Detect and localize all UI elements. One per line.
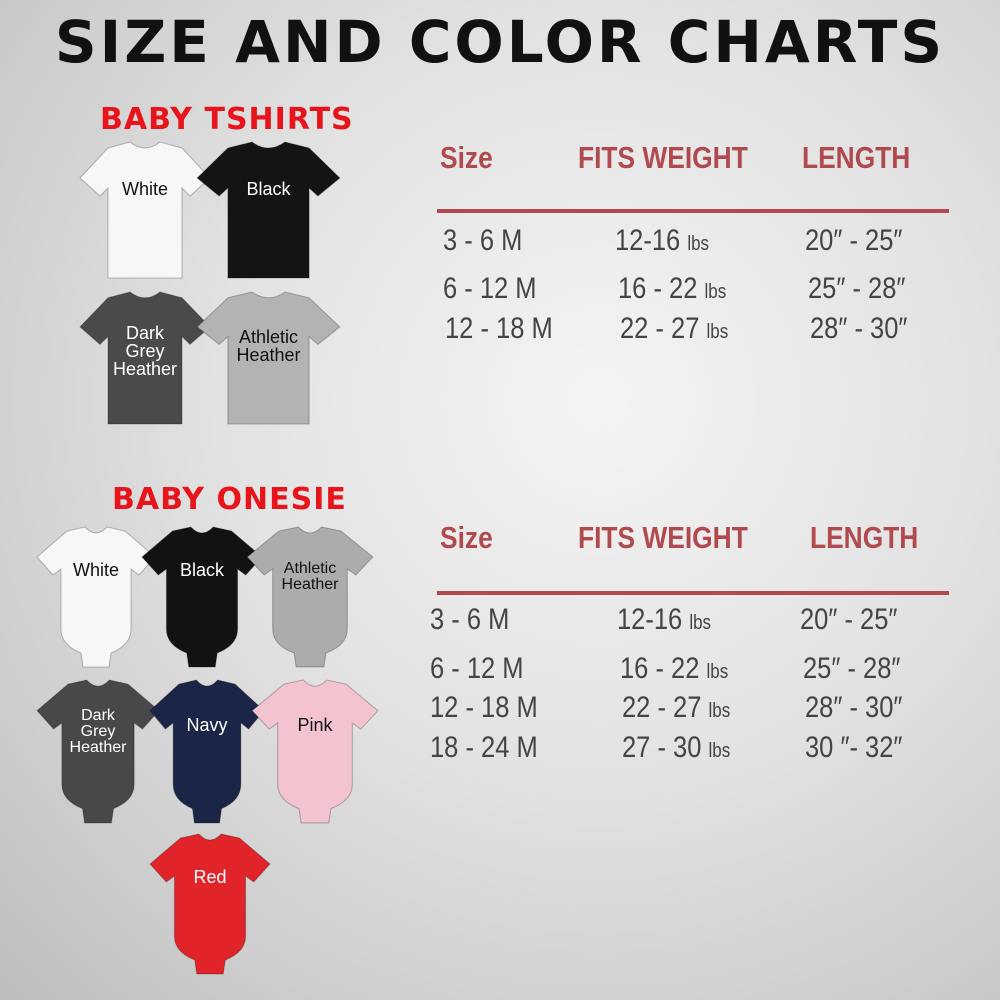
garment-label: Red xyxy=(193,867,227,887)
garment-label: Dark Grey Heather xyxy=(69,707,127,756)
weight-unit: lbs xyxy=(706,321,729,343)
table-cell-size: 12 - 18 M xyxy=(430,691,538,725)
table-cell-length: 28″ - 30″ xyxy=(810,312,907,346)
table-cell-size: 18 - 24 M xyxy=(430,731,538,765)
tshirt-white: White xyxy=(78,140,212,280)
length-value: 28″ - 30″ xyxy=(810,312,908,345)
size-value: 6 - 12 M xyxy=(443,272,537,305)
onesie-red: Red xyxy=(148,832,272,977)
garment-shape xyxy=(36,679,160,824)
garment-shape xyxy=(79,291,211,425)
onesie-header-length: LENGTH xyxy=(810,520,919,555)
table-cell-length: 20″ - 25″ xyxy=(800,603,897,637)
size-value: 6 - 12 M xyxy=(430,652,524,685)
onesie-white: White xyxy=(35,525,157,670)
garment-shape xyxy=(149,833,271,975)
garment-shape xyxy=(36,526,156,668)
table-cell-length: 25″ - 28″ xyxy=(808,272,905,306)
garment-shape xyxy=(196,291,341,425)
page-title: SIZE AND COLOR CHARTS xyxy=(54,8,946,76)
weight-value: 12-16 xyxy=(615,224,681,257)
table-cell-weight: 16 - 22 lbs xyxy=(620,652,728,686)
weight-value: 22 - 27 xyxy=(622,691,702,724)
table-cell-size: 6 - 12 M xyxy=(443,272,537,306)
size-value: 3 - 6 M xyxy=(443,224,523,257)
weight-unit: lbs xyxy=(708,740,731,762)
tshirt-athletic-heather: Athletic Heather xyxy=(195,290,342,426)
weight-unit: lbs xyxy=(689,612,712,634)
table-cell-weight: 16 - 22 lbs xyxy=(618,272,726,306)
onesie-table-divider xyxy=(437,591,949,595)
tshirt-black: Black xyxy=(195,140,342,280)
onesie-pink: Pink xyxy=(250,678,380,826)
onesie-header-size: Size xyxy=(440,520,493,555)
tshirt-header-size: Size xyxy=(440,140,493,175)
garment-shape xyxy=(251,679,379,824)
tshirt-header-weight: FITS WEIGHT xyxy=(578,140,748,175)
garment-label: Pink xyxy=(297,715,333,735)
table-cell-size: 6 - 12 M xyxy=(430,652,524,686)
weight-value: 16 - 22 xyxy=(620,652,700,685)
size-value: 18 - 24 M xyxy=(430,731,538,764)
onesie-navy: Navy xyxy=(148,678,266,826)
table-cell-weight: 12-16 lbs xyxy=(617,603,711,637)
garment-label: Navy xyxy=(186,715,228,735)
weight-value: 27 - 30 xyxy=(622,731,702,764)
garment-label: Black xyxy=(246,179,291,199)
weight-unit: lbs xyxy=(687,233,710,255)
table-cell-length: 30 ″- 32″ xyxy=(805,731,902,765)
weight-unit: lbs xyxy=(706,661,729,683)
table-cell-weight: 27 - 30 lbs xyxy=(622,731,730,765)
length-value: 20″ - 25″ xyxy=(800,603,898,636)
onesie-dark-grey-heather: Dark Grey Heather xyxy=(35,678,161,826)
tshirt-table-divider xyxy=(437,209,949,213)
weight-unit: lbs xyxy=(708,700,731,722)
size-value: 12 - 18 M xyxy=(445,312,553,345)
garment-shape xyxy=(79,141,211,279)
tshirt-dark-grey-heather: Dark Grey Heather xyxy=(78,290,212,426)
garment-shape xyxy=(196,141,341,279)
table-cell-size: 3 - 6 M xyxy=(443,224,522,258)
garment-label: Athletic Heather xyxy=(281,560,339,593)
table-cell-length: 20″ - 25″ xyxy=(805,224,902,258)
table-cell-length: 25″ - 28″ xyxy=(803,652,900,686)
weight-value: 22 - 27 xyxy=(620,312,700,345)
length-value: 25″ - 28″ xyxy=(803,652,901,685)
length-value: 28″ - 30″ xyxy=(805,691,903,724)
weight-unit: lbs xyxy=(704,281,727,303)
tshirts-heading: BABY TSHIRTS xyxy=(100,102,354,137)
length-value: 30 ″- 32″ xyxy=(805,731,903,764)
table-cell-weight: 22 - 27 lbs xyxy=(620,312,728,346)
garment-shape xyxy=(246,526,374,668)
tshirt-header-length: LENGTH xyxy=(802,140,911,175)
garment-label: Athletic Heather xyxy=(236,327,301,365)
garment-label: Black xyxy=(179,560,224,580)
table-cell-length: 28″ - 30″ xyxy=(805,691,902,725)
length-value: 25″ - 28″ xyxy=(808,272,906,305)
garment-label: Dark Grey Heather xyxy=(112,323,178,379)
onesie-header-weight: FITS WEIGHT xyxy=(578,520,748,555)
onesie-black: Black xyxy=(140,525,264,670)
garment-label: White xyxy=(121,179,168,199)
table-cell-size: 12 - 18 M xyxy=(445,312,553,346)
size-value: 12 - 18 M xyxy=(430,691,538,724)
weight-value: 12-16 xyxy=(617,603,683,636)
weight-value: 16 - 22 xyxy=(618,272,698,305)
garment-label: White xyxy=(72,560,119,580)
garment-shape xyxy=(149,679,265,824)
onesies-heading: BABY ONESIE xyxy=(112,482,347,517)
size-value: 3 - 6 M xyxy=(430,603,510,636)
onesie-athletic-heather: Athletic Heather xyxy=(245,525,375,670)
table-cell-weight: 22 - 27 lbs xyxy=(622,691,730,725)
length-value: 20″ - 25″ xyxy=(805,224,903,257)
table-cell-size: 3 - 6 M xyxy=(430,603,509,637)
table-cell-weight: 12-16 lbs xyxy=(615,224,709,258)
garment-shape xyxy=(141,526,263,668)
